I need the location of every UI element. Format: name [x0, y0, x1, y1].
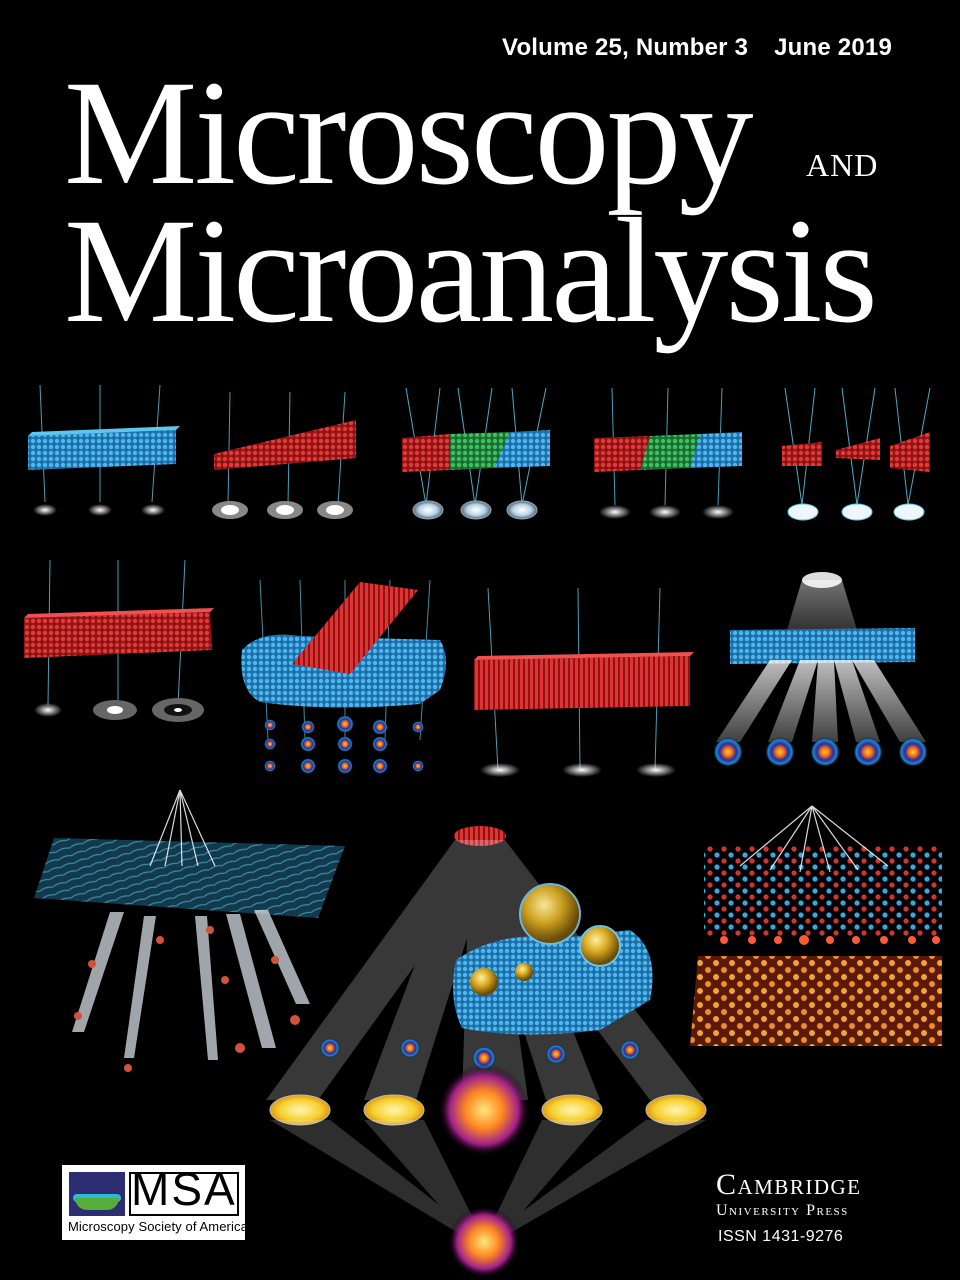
issue-date: June 2019: [774, 34, 892, 61]
row1-panel-5: [782, 387, 931, 521]
row3-panel-1: [34, 789, 345, 1072]
row2-panel-1: [24, 559, 214, 722]
publisher-press: University Press: [716, 1202, 849, 1219]
issn: ISSN 1431-9276: [718, 1228, 844, 1245]
row3-panel-2: [266, 826, 707, 1278]
row2-panel-2: [241, 579, 446, 774]
row1-panel-3: [402, 387, 550, 520]
msa-emblem-icon: [69, 1172, 125, 1216]
publisher-name: Cambridge: [716, 1168, 862, 1201]
journal-title-line1: Microscopy: [64, 50, 754, 216]
issue-volume: Volume 25, Number 3: [502, 34, 749, 61]
publisher-block: Cambridge University Press: [716, 1170, 862, 1220]
row2-panel-4: [713, 572, 928, 767]
journal-title-and: and: [806, 135, 879, 186]
row1-panel-1: [28, 384, 180, 516]
row1-panel-2: [212, 391, 356, 519]
msa-logo: MSA Microscopy Society of America: [62, 1163, 248, 1240]
journal-title-line2: Microanalysis: [64, 188, 878, 354]
row3-panel-3: [690, 805, 942, 1046]
issue-info: Volume 25, Number 3 June 2019: [502, 34, 892, 62]
society-name: Microscopy Society of America: [68, 1219, 248, 1234]
msa-acronym: MSA: [131, 1163, 237, 1215]
row1-panel-4: [594, 387, 742, 519]
row2-panel-3: [474, 587, 694, 777]
